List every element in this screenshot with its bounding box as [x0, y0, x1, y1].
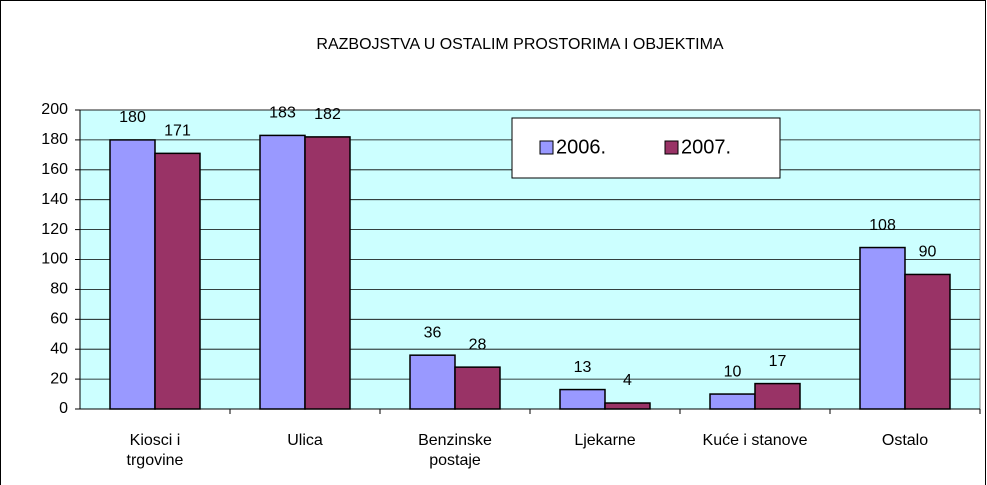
data-label: 13 [574, 359, 592, 376]
chart-title: RAZBOJSTVA U OSTALIM PROSTORIMA I OBJEKT… [316, 36, 724, 53]
legend-box [511, 117, 781, 179]
data-label: 17 [769, 353, 787, 370]
bar [154, 152, 201, 410]
x-tick-label: Ostalo [881, 432, 929, 449]
bar [259, 134, 306, 410]
x-tick-label: Ljekarne [574, 432, 636, 449]
data-label: 28 [469, 336, 487, 353]
legend-label: 2007. [681, 136, 731, 158]
x-tick-label: Kiosci i trgovine [126, 432, 184, 469]
x-tick-label: Ulica [287, 432, 323, 449]
legend-swatch [664, 140, 679, 155]
y-tick-label: 180 [41, 131, 68, 148]
y-tick-label: 120 [41, 221, 68, 238]
y-tick-label: 140 [41, 191, 68, 208]
y-tick-label: 100 [41, 251, 68, 268]
y-tick-label: 80 [50, 281, 68, 298]
data-label: 90 [919, 244, 937, 261]
y-tick-label: 0 [59, 400, 68, 417]
bar [409, 354, 456, 410]
legend-label: 2006. [556, 136, 606, 158]
bar [109, 139, 156, 410]
data-label: 182 [314, 106, 341, 123]
data-label: 4 [623, 372, 632, 389]
data-label: 108 [869, 217, 896, 234]
y-tick-label: 160 [41, 161, 68, 178]
legend-swatch [539, 140, 554, 155]
bar [754, 382, 801, 410]
bar [859, 246, 906, 410]
bar [904, 273, 951, 410]
bar [604, 402, 651, 410]
data-label: 183 [269, 105, 296, 122]
y-tick-label: 40 [50, 340, 68, 357]
data-label: 36 [424, 324, 442, 341]
x-tick-label: Kuće i stanove [702, 432, 808, 449]
bar [559, 388, 606, 410]
bar [454, 366, 501, 410]
y-tick-label: 200 [41, 101, 68, 118]
y-tick-label: 60 [50, 311, 68, 328]
bar [304, 136, 351, 410]
y-tick-label: 20 [50, 370, 68, 387]
data-label: 10 [724, 363, 742, 380]
data-label: 180 [119, 109, 146, 126]
bar [709, 393, 756, 410]
x-tick-label: Benzinske postaje [418, 432, 492, 469]
data-label: 171 [164, 123, 191, 140]
